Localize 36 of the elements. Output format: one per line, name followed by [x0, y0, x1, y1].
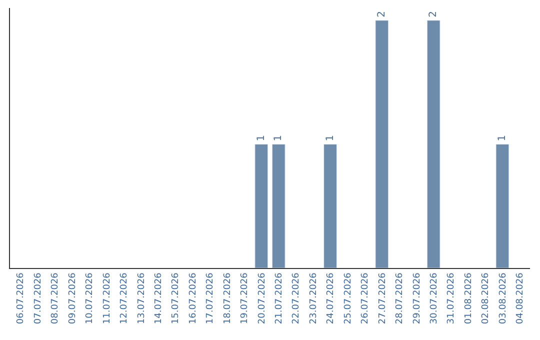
- x-tick-label: 02.08.2026: [481, 272, 492, 324]
- x-tick-label: 25.07.2026: [343, 272, 354, 324]
- x-tick-label: 26.07.2026: [360, 272, 371, 324]
- x-tick-label: 04.08.2026: [516, 272, 526, 324]
- x-tick-label: 22.07.2026: [292, 272, 302, 324]
- x-tick-label: 06.07.2026: [16, 272, 26, 324]
- x-tick-label: 01.08.2026: [464, 272, 474, 324]
- x-tick-label: 07.07.2026: [33, 272, 44, 324]
- x-tick-label: 23.07.2026: [308, 272, 319, 324]
- x-tick-label: 13.07.2026: [136, 272, 147, 324]
- data-label: 1: [496, 134, 508, 142]
- x-tick-label: 11.07.2026: [102, 272, 112, 324]
- data-label: 1: [324, 134, 336, 142]
- x-tick-label: 15.07.2026: [171, 272, 182, 324]
- x-tick-label: 19.07.2026: [240, 272, 250, 324]
- x-tick-label: 27.07.2026: [378, 272, 388, 324]
- data-label: 2: [428, 11, 440, 18]
- x-tick-label: 14.07.2026: [154, 272, 164, 324]
- data-label: 1: [273, 134, 284, 142]
- x-tick-label: 28.07.2026: [395, 272, 406, 324]
- x-tick-label: 17.07.2026: [206, 272, 216, 324]
- x-tick-label: 21.07.2026: [274, 272, 285, 324]
- x-tick-label: 31.07.2026: [446, 272, 457, 324]
- data-label: 1: [256, 134, 267, 142]
- x-tick-label: 18.07.2026: [222, 272, 233, 324]
- x-tick-label: 16.07.2026: [188, 272, 198, 324]
- x-tick-label: 08.07.2026: [50, 272, 61, 324]
- x-tick-label: 20.07.2026: [257, 272, 268, 324]
- x-tick-label: 12.07.2026: [120, 272, 130, 324]
- data-label: 2: [376, 11, 388, 18]
- x-tick-label: 30.07.2026: [430, 272, 440, 324]
- x-tick-label: 29.07.2026: [412, 272, 422, 324]
- x-tick-label: 03.08.2026: [498, 272, 508, 324]
- x-tick-label: 24.07.2026: [326, 272, 336, 324]
- x-tick-label: 10.07.2026: [85, 272, 96, 324]
- x-tick-label: 09.07.2026: [68, 272, 78, 324]
